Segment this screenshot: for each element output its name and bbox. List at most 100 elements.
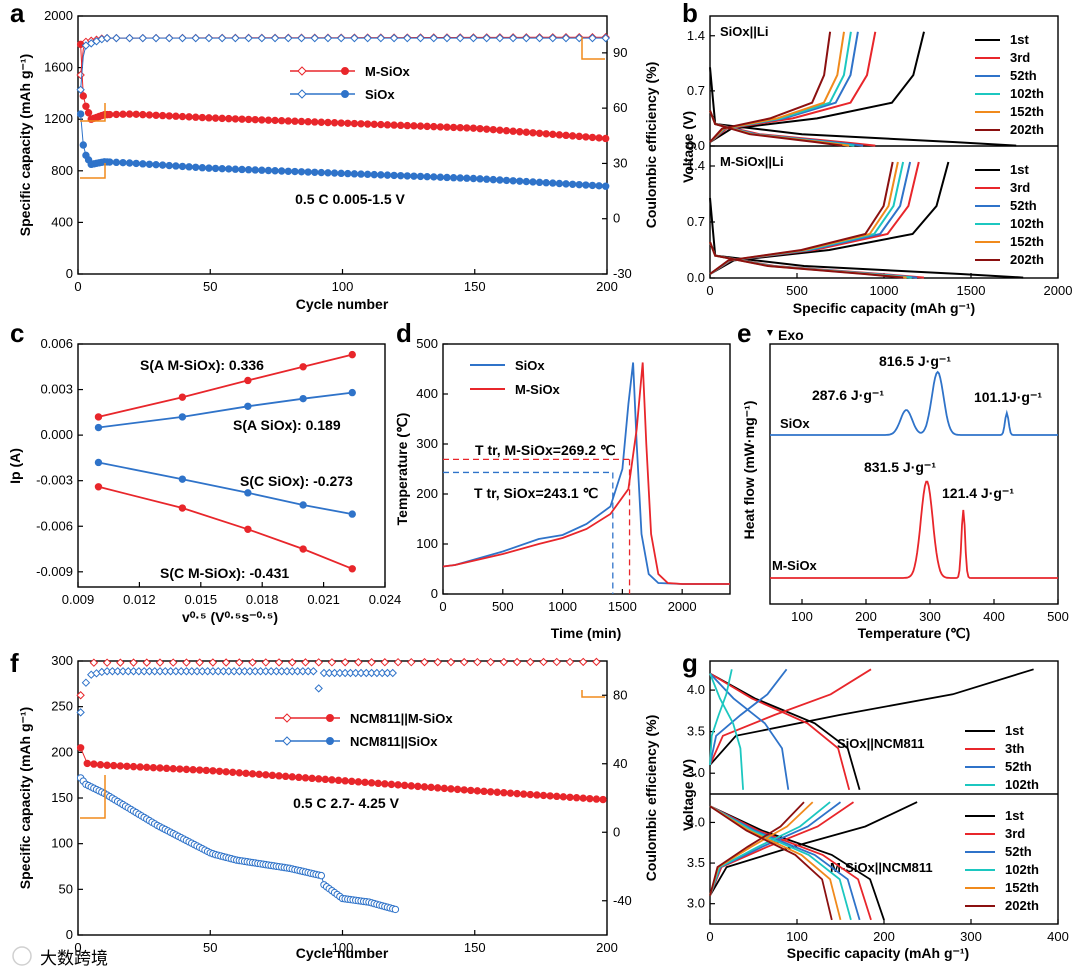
panel-f-capacity-point bbox=[361, 778, 369, 787]
panel-a-capacity-point bbox=[390, 171, 398, 180]
panel-f-capacity-point bbox=[493, 788, 501, 796]
panel-f-efficiency-point bbox=[592, 657, 601, 667]
panel-a-capacity-point bbox=[403, 121, 412, 130]
panel-a-capacity-point bbox=[463, 124, 471, 132]
panel-a-efficiency-point bbox=[535, 33, 544, 43]
panel-f-y2-ticklabel: -40 bbox=[613, 893, 632, 908]
panel-c-y-ticklabel: 0.003 bbox=[40, 382, 73, 397]
panel-f-x-ticklabel: 50 bbox=[203, 940, 217, 955]
panel-f-efficiency-point bbox=[248, 658, 257, 667]
panel-a-ylabel: Specific capacity (mAh g⁻¹) bbox=[17, 54, 33, 236]
panel-a-capacity-point bbox=[211, 114, 220, 122]
panel-g-discharge-curve bbox=[709, 673, 744, 790]
panel-a-capacity-point bbox=[489, 125, 497, 134]
panel-d-x-ticklabel: 500 bbox=[492, 599, 514, 614]
panel-f-efficiency-point bbox=[388, 668, 397, 678]
panel-a-capacity-point bbox=[225, 165, 233, 173]
panel-a-y2-ticklabel: 60 bbox=[613, 100, 627, 115]
panel-f-efficiency-point bbox=[195, 658, 204, 667]
panel-a-capacity-point bbox=[396, 121, 405, 130]
panel-f-efficiency-point bbox=[261, 658, 271, 667]
panel-a-capacity-point bbox=[264, 116, 273, 124]
panel-e-x-ticklabel: 400 bbox=[983, 609, 1005, 624]
panel-f-capacity-point bbox=[434, 784, 442, 792]
panel-a-capacity-point bbox=[324, 118, 332, 127]
panel-f-capacity-point bbox=[176, 765, 184, 773]
panel-a-x-ticklabel: 50 bbox=[203, 279, 217, 294]
panel-g-x-ticklabel: 200 bbox=[873, 929, 895, 944]
panel-a-efficiency-point bbox=[191, 33, 200, 43]
panel-c-x-ticklabel: 0.012 bbox=[123, 592, 156, 607]
panel-a-capacity-point bbox=[291, 117, 299, 125]
panel-a-capacity-point bbox=[516, 177, 524, 185]
panel-f-legend-siox-label: NCM811||SiOx bbox=[350, 734, 438, 749]
panel-g-y1-ticklabel: 4.0 bbox=[687, 814, 705, 829]
panel-f-capacity-point bbox=[275, 772, 283, 780]
panel-f-capacity-point bbox=[467, 786, 475, 795]
panel-a-capacity-point bbox=[165, 112, 173, 120]
panel-f-capacity-point bbox=[268, 771, 277, 780]
panel-b-ylabel: Voltage (V) bbox=[680, 111, 696, 183]
panel-a-capacity-point bbox=[264, 166, 273, 175]
panel-f-capacity-point bbox=[169, 764, 177, 773]
panel-a-capacity-point bbox=[145, 111, 154, 119]
panel-a-capacity-point bbox=[449, 174, 458, 182]
panel-e-xlabel: Temperature (℃) bbox=[858, 625, 971, 641]
panel-a-capacity-point bbox=[251, 115, 259, 124]
panel-a-capacity-point bbox=[185, 113, 193, 121]
panel-b-x-ticklabel: 2000 bbox=[1044, 283, 1073, 298]
panel-f-capacity-point bbox=[162, 764, 171, 773]
panel-a-capacity-point bbox=[542, 130, 550, 138]
panel-a-capacity-point bbox=[562, 180, 570, 188]
panel-a-capacity-point bbox=[482, 125, 491, 133]
panel-f-efficiency-point bbox=[539, 657, 548, 667]
panel-f-y-ticklabel: 200 bbox=[51, 744, 73, 759]
panel-a-capacity-point bbox=[218, 164, 226, 173]
panel-a-efficiency-point bbox=[561, 33, 571, 43]
panel-f-capacity-point bbox=[83, 759, 91, 768]
panel-f-y-ticklabel: 50 bbox=[59, 881, 73, 896]
panel-a-capacity-point bbox=[535, 129, 544, 137]
panel-g-discharge-curve bbox=[709, 805, 842, 921]
panel-a-capacity-point bbox=[430, 122, 438, 131]
panel-a-y2-ticklabel: -30 bbox=[613, 266, 632, 281]
panel-c-frame bbox=[77, 343, 386, 588]
panel-a-capacity-point bbox=[231, 165, 240, 173]
panel-f-capacity-point bbox=[367, 779, 376, 787]
panel-g-legend-label: 3th bbox=[1005, 741, 1025, 756]
panel-e-peak-label: 831.5 J·g⁻¹ bbox=[864, 459, 936, 475]
panel-a-capacity-point bbox=[284, 167, 292, 175]
panel-f-efficiency-point bbox=[89, 658, 99, 667]
panel-e-letter: e bbox=[737, 318, 751, 348]
panel-a-efficiency-point bbox=[244, 33, 253, 43]
panel-g-discharge-curve bbox=[709, 805, 872, 921]
panel-a-capacity-point bbox=[357, 120, 365, 128]
panel-c-letter: c bbox=[10, 318, 24, 348]
panel-c-point bbox=[94, 413, 103, 421]
panel-f-ylabel: Specific capacity (mAh g⁻¹) bbox=[17, 707, 33, 889]
panel-a-efficiency-point bbox=[601, 33, 610, 43]
panel-g-discharge-curve bbox=[709, 672, 851, 791]
panel-f-efficiency-point bbox=[499, 657, 509, 667]
panel-c-point bbox=[94, 458, 103, 467]
panel-f-capacity-point bbox=[391, 905, 400, 914]
panel-a-capacity-point bbox=[377, 171, 385, 179]
panel-f-y2-ticklabel: 40 bbox=[613, 756, 627, 771]
panel-b-discharge-curve bbox=[709, 241, 904, 279]
panel-a-arrow-left bbox=[80, 163, 106, 179]
panel-a-legend-siox-filled-marker bbox=[341, 90, 349, 98]
panel-f-capacity-point bbox=[526, 790, 534, 799]
panel-a-letter: a bbox=[10, 0, 25, 28]
panel-f-capacity-point bbox=[215, 767, 224, 776]
panel-g-charge-curve bbox=[709, 668, 788, 766]
panel-e-series-label: SiOx bbox=[780, 416, 810, 431]
panel-c-point bbox=[178, 504, 187, 512]
panel-a-capacity-point bbox=[119, 110, 127, 118]
panel-f-capacity-point bbox=[572, 794, 581, 802]
panel-a-efficiency-point bbox=[455, 33, 465, 43]
panel-a-capacity-point bbox=[112, 158, 121, 167]
panel-d-y-ticklabel: 0 bbox=[431, 586, 438, 601]
panel-f-efficiency-point bbox=[274, 658, 284, 667]
panel-a-capacity-point bbox=[383, 121, 392, 129]
panel-f-legend-msiox-filled-marker bbox=[326, 714, 334, 722]
